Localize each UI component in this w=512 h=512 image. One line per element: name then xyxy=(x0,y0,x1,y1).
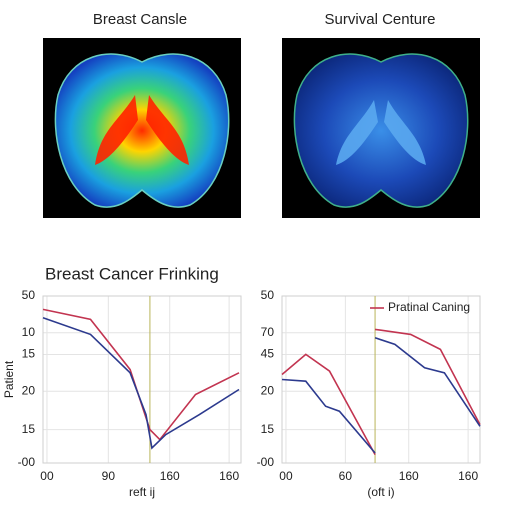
y-tick-label: 20 xyxy=(22,383,36,397)
x-tick-label: 00 xyxy=(279,469,293,483)
y-tick-label: 10 xyxy=(22,325,36,339)
section-heading: Breast Cancer Frinking xyxy=(45,264,219,283)
y-axis-label: Patient xyxy=(2,360,16,398)
y-tick-label: 50 xyxy=(22,288,36,302)
x-tick-label: 60 xyxy=(339,469,353,483)
series-line xyxy=(281,337,481,454)
x-tick-label: 160 xyxy=(399,469,419,483)
y-tick-label: 20 xyxy=(261,383,275,397)
plot-frame xyxy=(42,295,242,464)
x-tick-label: 00 xyxy=(40,469,54,483)
y-tick-label: 15 xyxy=(22,422,36,436)
series-line xyxy=(281,328,481,455)
image-title: Survival Centure xyxy=(325,11,436,28)
x-tick-label: 160 xyxy=(458,469,478,483)
x-tick-label: 90 xyxy=(102,469,116,483)
y-tick-label: 15 xyxy=(22,347,36,361)
scan-image xyxy=(43,38,241,218)
y-tick-label: 70 xyxy=(261,325,275,339)
scan-image xyxy=(282,38,480,218)
image-title: Breast Cansle xyxy=(93,11,187,28)
series-line xyxy=(42,316,240,450)
y-tick-label: -00 xyxy=(257,455,275,469)
y-tick-label: 15 xyxy=(261,422,275,436)
x-axis-label: reft ij xyxy=(129,485,155,499)
y-tick-label: 50 xyxy=(261,288,275,302)
y-tick-label: -00 xyxy=(18,455,36,469)
legend-label: Pratinal Caning xyxy=(388,300,470,314)
x-axis-label: (oft i) xyxy=(367,485,394,499)
series-line xyxy=(42,308,240,441)
plot-frame xyxy=(281,295,481,464)
y-tick-label: 45 xyxy=(261,347,275,361)
x-tick-label: 160 xyxy=(219,469,239,483)
x-tick-label: 160 xyxy=(160,469,180,483)
